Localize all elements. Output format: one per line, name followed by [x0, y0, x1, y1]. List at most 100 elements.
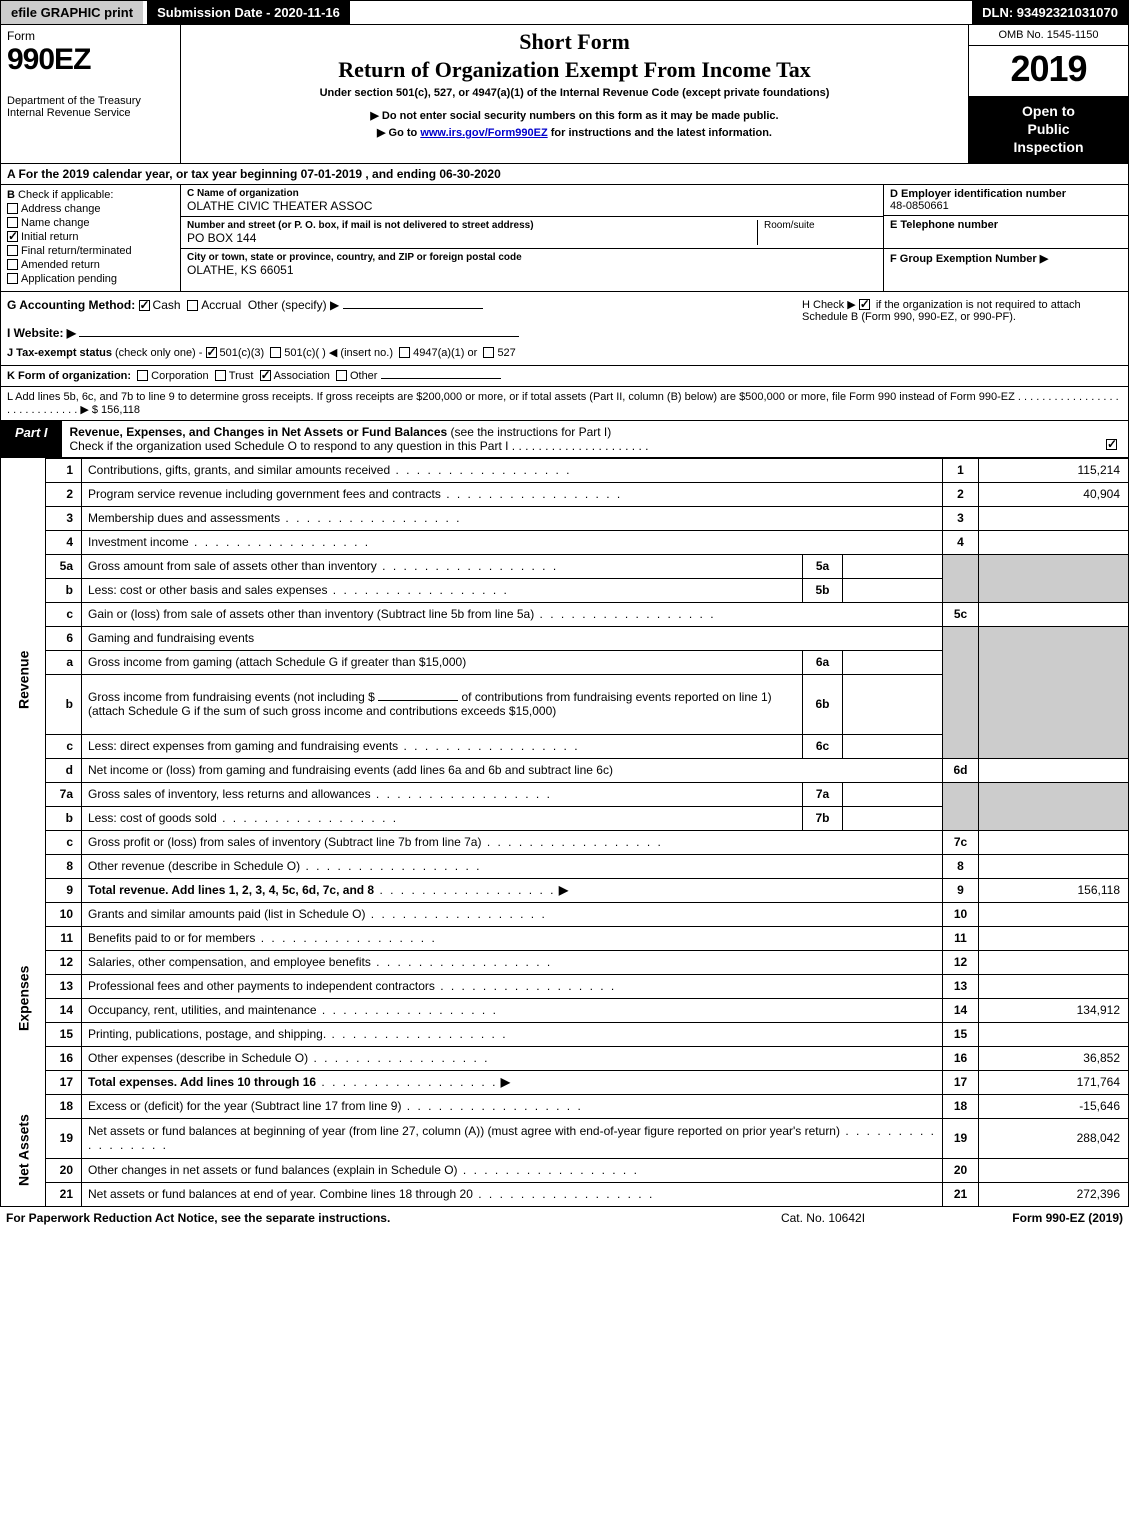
irs-label: Internal Revenue Service — [7, 107, 174, 119]
accrual-label: Accrual — [201, 298, 241, 312]
l8-desc: Other revenue (describe in Schedule O) — [88, 859, 300, 873]
l19-ln: 19 — [943, 1118, 979, 1158]
l6c-miniamt — [843, 734, 943, 758]
line-18: Net Assets 18 Excess or (deficit) for th… — [1, 1094, 1129, 1118]
line-17: 17 Total expenses. Add lines 10 through … — [1, 1070, 1129, 1094]
l3-amt — [979, 506, 1129, 530]
other-org-input[interactable] — [381, 378, 501, 379]
l7b-mini: 7b — [803, 806, 843, 830]
cb-final-return: Final return/terminated — [21, 245, 132, 257]
amended-return-checkbox[interactable] — [7, 259, 18, 270]
l5b-miniamt — [843, 578, 943, 602]
other-org-label: Other — [350, 370, 378, 382]
l5c-desc: Gain or (loss) from sale of assets other… — [88, 607, 534, 621]
submission-date-button[interactable]: Submission Date - 2020-11-16 — [147, 1, 350, 24]
l5a-mini: 5a — [803, 554, 843, 578]
city-value: OLATHE, KS 66051 — [187, 263, 522, 277]
trust-checkbox[interactable] — [215, 370, 226, 381]
line-19: 19 Net assets or fund balances at beginn… — [1, 1118, 1129, 1158]
line-8: 8 Other revenue (describe in Schedule O)… — [1, 854, 1129, 878]
l12-amt — [979, 950, 1129, 974]
omb-number: OMB No. 1545-1150 — [969, 25, 1128, 46]
l6-desc: Gaming and fundraising events — [82, 626, 943, 650]
l2-amt: 40,904 — [979, 482, 1129, 506]
assoc-checkbox[interactable] — [260, 370, 271, 381]
l15-num: 15 — [46, 1022, 82, 1046]
final-return-checkbox[interactable] — [7, 245, 18, 256]
ssn-warning: ▶ Do not enter social security numbers o… — [187, 109, 962, 122]
l12-num: 12 — [46, 950, 82, 974]
j-note: (check only one) - — [115, 347, 202, 359]
other-specify-input[interactable] — [343, 308, 483, 309]
corp-checkbox[interactable] — [137, 370, 148, 381]
l1-desc: Contributions, gifts, grants, and simila… — [88, 463, 390, 477]
accrual-checkbox[interactable] — [187, 300, 198, 311]
ein-label: D Employer identification number — [890, 188, 1122, 200]
org-name-label: C Name of organization — [187, 188, 372, 199]
501c3-checkbox[interactable] — [206, 347, 217, 358]
l5a-num: 5a — [46, 554, 82, 578]
section-h: H Check ▶ if the organization is not req… — [802, 298, 1122, 359]
l9-ln: 9 — [943, 878, 979, 902]
application-pending-checkbox[interactable] — [7, 273, 18, 284]
schedule-o-checkbox[interactable] — [1106, 439, 1117, 450]
cb-name-change: Name change — [21, 217, 90, 229]
section-k: K Form of organization: Corporation Trus… — [0, 366, 1129, 387]
section-g-left: G Accounting Method: Cash Accrual Other … — [7, 298, 802, 359]
line-5c: c Gain or (loss) from sale of assets oth… — [1, 602, 1129, 626]
tax-period: A For the 2019 calendar year, or tax yea… — [0, 164, 1129, 185]
group-exemption-block: F Group Exemption Number ▶ — [884, 249, 1128, 268]
dln-label: DLN: 93492321031070 — [972, 1, 1128, 24]
501c-checkbox[interactable] — [270, 347, 281, 358]
cb-amended-return: Amended return — [21, 259, 100, 271]
l14-num: 14 — [46, 998, 82, 1022]
line-7a: 7a Gross sales of inventory, less return… — [1, 782, 1129, 806]
netassets-sidelabel: Net Assets — [1, 1094, 46, 1206]
expenses-sidelabel: Expenses — [1, 902, 46, 1094]
l13-desc: Professional fees and other payments to … — [88, 979, 435, 993]
501c-label: 501(c)( ) — [284, 347, 326, 359]
website-input[interactable] — [79, 336, 519, 337]
527-checkbox[interactable] — [483, 347, 494, 358]
l6-shade-amt — [979, 626, 1129, 758]
l4-amt — [979, 530, 1129, 554]
other-org-checkbox[interactable] — [336, 370, 347, 381]
527-label: 527 — [497, 347, 515, 359]
l6b-desc: Gross income from fundraising events (no… — [88, 690, 375, 704]
name-change-checkbox[interactable] — [7, 217, 18, 228]
l12-ln: 12 — [943, 950, 979, 974]
inspect-l3: Inspection — [973, 138, 1124, 156]
l10-ln: 10 — [943, 902, 979, 926]
efile-print-button[interactable]: efile GRAPHIC print — [1, 1, 143, 24]
line-9: 9 Total revenue. Add lines 1, 2, 3, 4, 5… — [1, 878, 1129, 902]
k-label: K Form of organization: — [7, 370, 131, 382]
line-16: 16 Other expenses (describe in Schedule … — [1, 1046, 1129, 1070]
initial-return-checkbox[interactable] — [7, 231, 18, 242]
l21-desc: Net assets or fund balances at end of ye… — [88, 1187, 473, 1201]
4947-checkbox[interactable] — [399, 347, 410, 358]
insert-no: ◀ (insert no.) — [329, 347, 393, 359]
l6b-amount-input[interactable] — [378, 700, 458, 701]
line-10: Expenses 10 Grants and similar amounts p… — [1, 902, 1129, 926]
l7-shade-amt — [979, 782, 1129, 830]
l10-amt — [979, 902, 1129, 926]
other-label: Other (specify) ▶ — [248, 298, 339, 312]
l9-desc: Total revenue. Add lines 1, 2, 3, 4, 5c,… — [88, 883, 374, 897]
schedule-b-checkbox[interactable] — [859, 299, 870, 310]
l13-amt — [979, 974, 1129, 998]
l21-amt: 272,396 — [979, 1182, 1129, 1206]
section-c: C Name of organization OLATHE CIVIC THEA… — [181, 185, 883, 291]
l15-ln: 15 — [943, 1022, 979, 1046]
l5c-num: c — [46, 602, 82, 626]
l18-num: 18 — [46, 1094, 82, 1118]
line-3: 3 Membership dues and assessments 3 — [1, 506, 1129, 530]
address-change-checkbox[interactable] — [7, 203, 18, 214]
irs-link[interactable]: www.irs.gov/Form990EZ — [420, 127, 547, 139]
l18-ln: 18 — [943, 1094, 979, 1118]
4947-label: 4947(a)(1) or — [413, 347, 477, 359]
l5a-desc: Gross amount from sale of assets other t… — [88, 559, 377, 573]
l11-desc: Benefits paid to or for members — [88, 931, 255, 945]
cash-checkbox[interactable] — [139, 300, 150, 311]
inspect-l2: Public — [973, 120, 1124, 138]
l6b-num: b — [46, 674, 82, 734]
